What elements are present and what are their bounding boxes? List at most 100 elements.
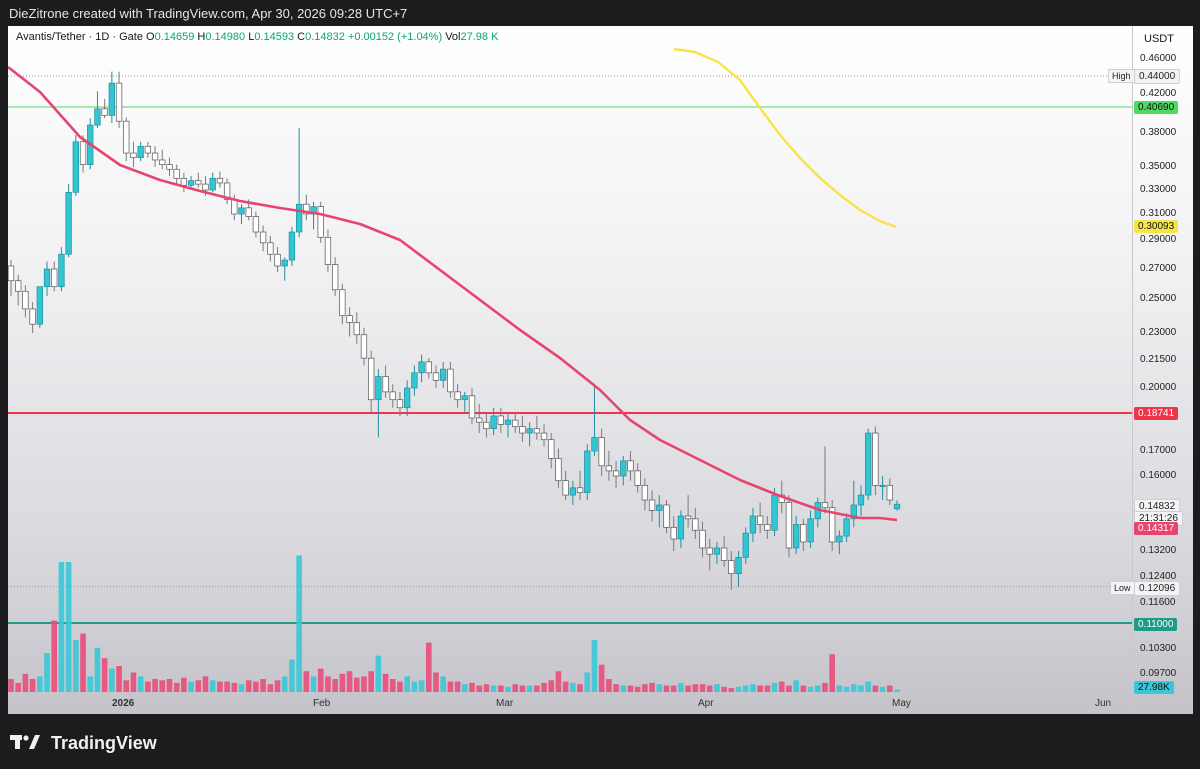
- candle-body: [231, 199, 238, 215]
- price-tick: 0.16000: [1140, 470, 1177, 481]
- price-tick: 0.29000: [1140, 234, 1177, 245]
- candle-body: [432, 372, 440, 381]
- candle-body: [785, 502, 793, 549]
- volume-bar: [447, 681, 454, 692]
- volume-bar: [51, 620, 58, 692]
- volume-bar: [663, 685, 670, 692]
- price-axis[interactable]: [1132, 26, 1193, 714]
- candle-body: [209, 177, 216, 191]
- volume-bar: [757, 685, 763, 692]
- volume-bar: [786, 685, 792, 692]
- volume-bar: [598, 664, 605, 692]
- brand-name: TradingView: [51, 733, 157, 753]
- volume-bar: [317, 668, 324, 692]
- candle-body: [144, 145, 152, 154]
- volume-tag: 27.98K: [1134, 681, 1174, 694]
- candle-body: [173, 168, 180, 179]
- volume-bar: [706, 685, 713, 692]
- candle-body: [836, 535, 843, 543]
- candle-body: [295, 203, 303, 233]
- candle-body: [15, 280, 22, 292]
- volume-bar: [433, 672, 439, 692]
- volume-bar: [670, 685, 677, 692]
- candle-body: [821, 502, 829, 509]
- volume-bar: [685, 685, 691, 692]
- volume-bar: [634, 686, 641, 692]
- chart-pane[interactable]: [8, 26, 1132, 714]
- legend-change: +0.00152 (+1.04%): [347, 31, 443, 43]
- price-tick: 0.46000: [1140, 53, 1177, 64]
- time-label: May: [892, 698, 911, 709]
- candle-body: [65, 191, 72, 255]
- volume-bar: [325, 676, 331, 692]
- brand-footer[interactable]: TradingView: [10, 733, 157, 756]
- candle-body: [440, 368, 447, 381]
- price-tick: 0.38000: [1140, 127, 1177, 138]
- candle-body: [850, 504, 857, 520]
- candle-body: [43, 268, 51, 288]
- moving-average-line: [8, 65, 898, 522]
- volume-bar: [94, 647, 101, 692]
- price-tick: 0.25000: [1140, 293, 1177, 304]
- volume-bar: [721, 686, 727, 692]
- candle-body: [648, 499, 656, 511]
- candle-body: [793, 524, 800, 549]
- candle-body: [425, 361, 432, 374]
- volume-bar: [332, 679, 338, 692]
- credit-text: DieZitrone created with TradingView.com,…: [9, 6, 408, 21]
- volume-bar: [498, 685, 504, 692]
- legend-low: 0.14593: [254, 31, 295, 43]
- volume-bar: [29, 679, 36, 692]
- candle-body: [404, 387, 411, 409]
- high-value-tag: 0.44000: [1134, 69, 1181, 84]
- candle-body: [620, 460, 627, 477]
- volume-bar: [750, 684, 756, 692]
- volume-bar: [411, 681, 418, 692]
- volume-bar: [800, 685, 807, 692]
- volume-bar: [425, 642, 432, 692]
- volume-bar: [101, 658, 108, 692]
- volume-bar: [483, 684, 490, 692]
- candle-body: [195, 180, 202, 185]
- candle-body: [807, 518, 814, 543]
- volume-bar: [879, 686, 886, 692]
- teal-level-tag: 0.11000: [1134, 618, 1178, 631]
- volume-bar: [361, 676, 367, 692]
- volume-bar: [512, 684, 519, 692]
- candle-body: [245, 207, 252, 217]
- candle-body: [843, 518, 850, 537]
- candle-body: [454, 391, 461, 401]
- volume-bar: [260, 679, 266, 692]
- volume-bar: [836, 685, 843, 692]
- candle-body: [605, 465, 613, 472]
- candle-body: [519, 426, 526, 434]
- volume-bar: [829, 654, 835, 692]
- candle-body: [281, 259, 288, 267]
- green-level-tag: 0.40690: [1134, 101, 1179, 114]
- price-tick: 0.12400: [1140, 571, 1177, 582]
- legend-close-label: C: [297, 31, 306, 43]
- candle-body: [692, 518, 699, 531]
- candle-body: [879, 485, 886, 487]
- volume-bar: [886, 685, 893, 692]
- volume-bar: [850, 684, 857, 692]
- volume-bar: [231, 682, 238, 692]
- candle-body: [670, 526, 677, 540]
- candle-body: [267, 242, 274, 255]
- candle-body: [713, 547, 721, 555]
- candle-body: [259, 231, 267, 244]
- candle-body: [187, 180, 195, 186]
- volume-bar: [548, 680, 555, 692]
- candle-body: [303, 203, 310, 215]
- yellow-level-tag: 0.30093: [1134, 220, 1179, 233]
- candle-body: [735, 556, 742, 575]
- volume-bar: [253, 681, 259, 692]
- volume-bar: [699, 684, 706, 692]
- legend-volume-label: Vol: [445, 31, 461, 43]
- red-level-tag: 0.18741: [1134, 407, 1179, 420]
- candle-body: [202, 183, 209, 191]
- volume-bar: [87, 676, 94, 692]
- yellow-trend-curve: [673, 47, 897, 229]
- candle-body: [483, 421, 490, 430]
